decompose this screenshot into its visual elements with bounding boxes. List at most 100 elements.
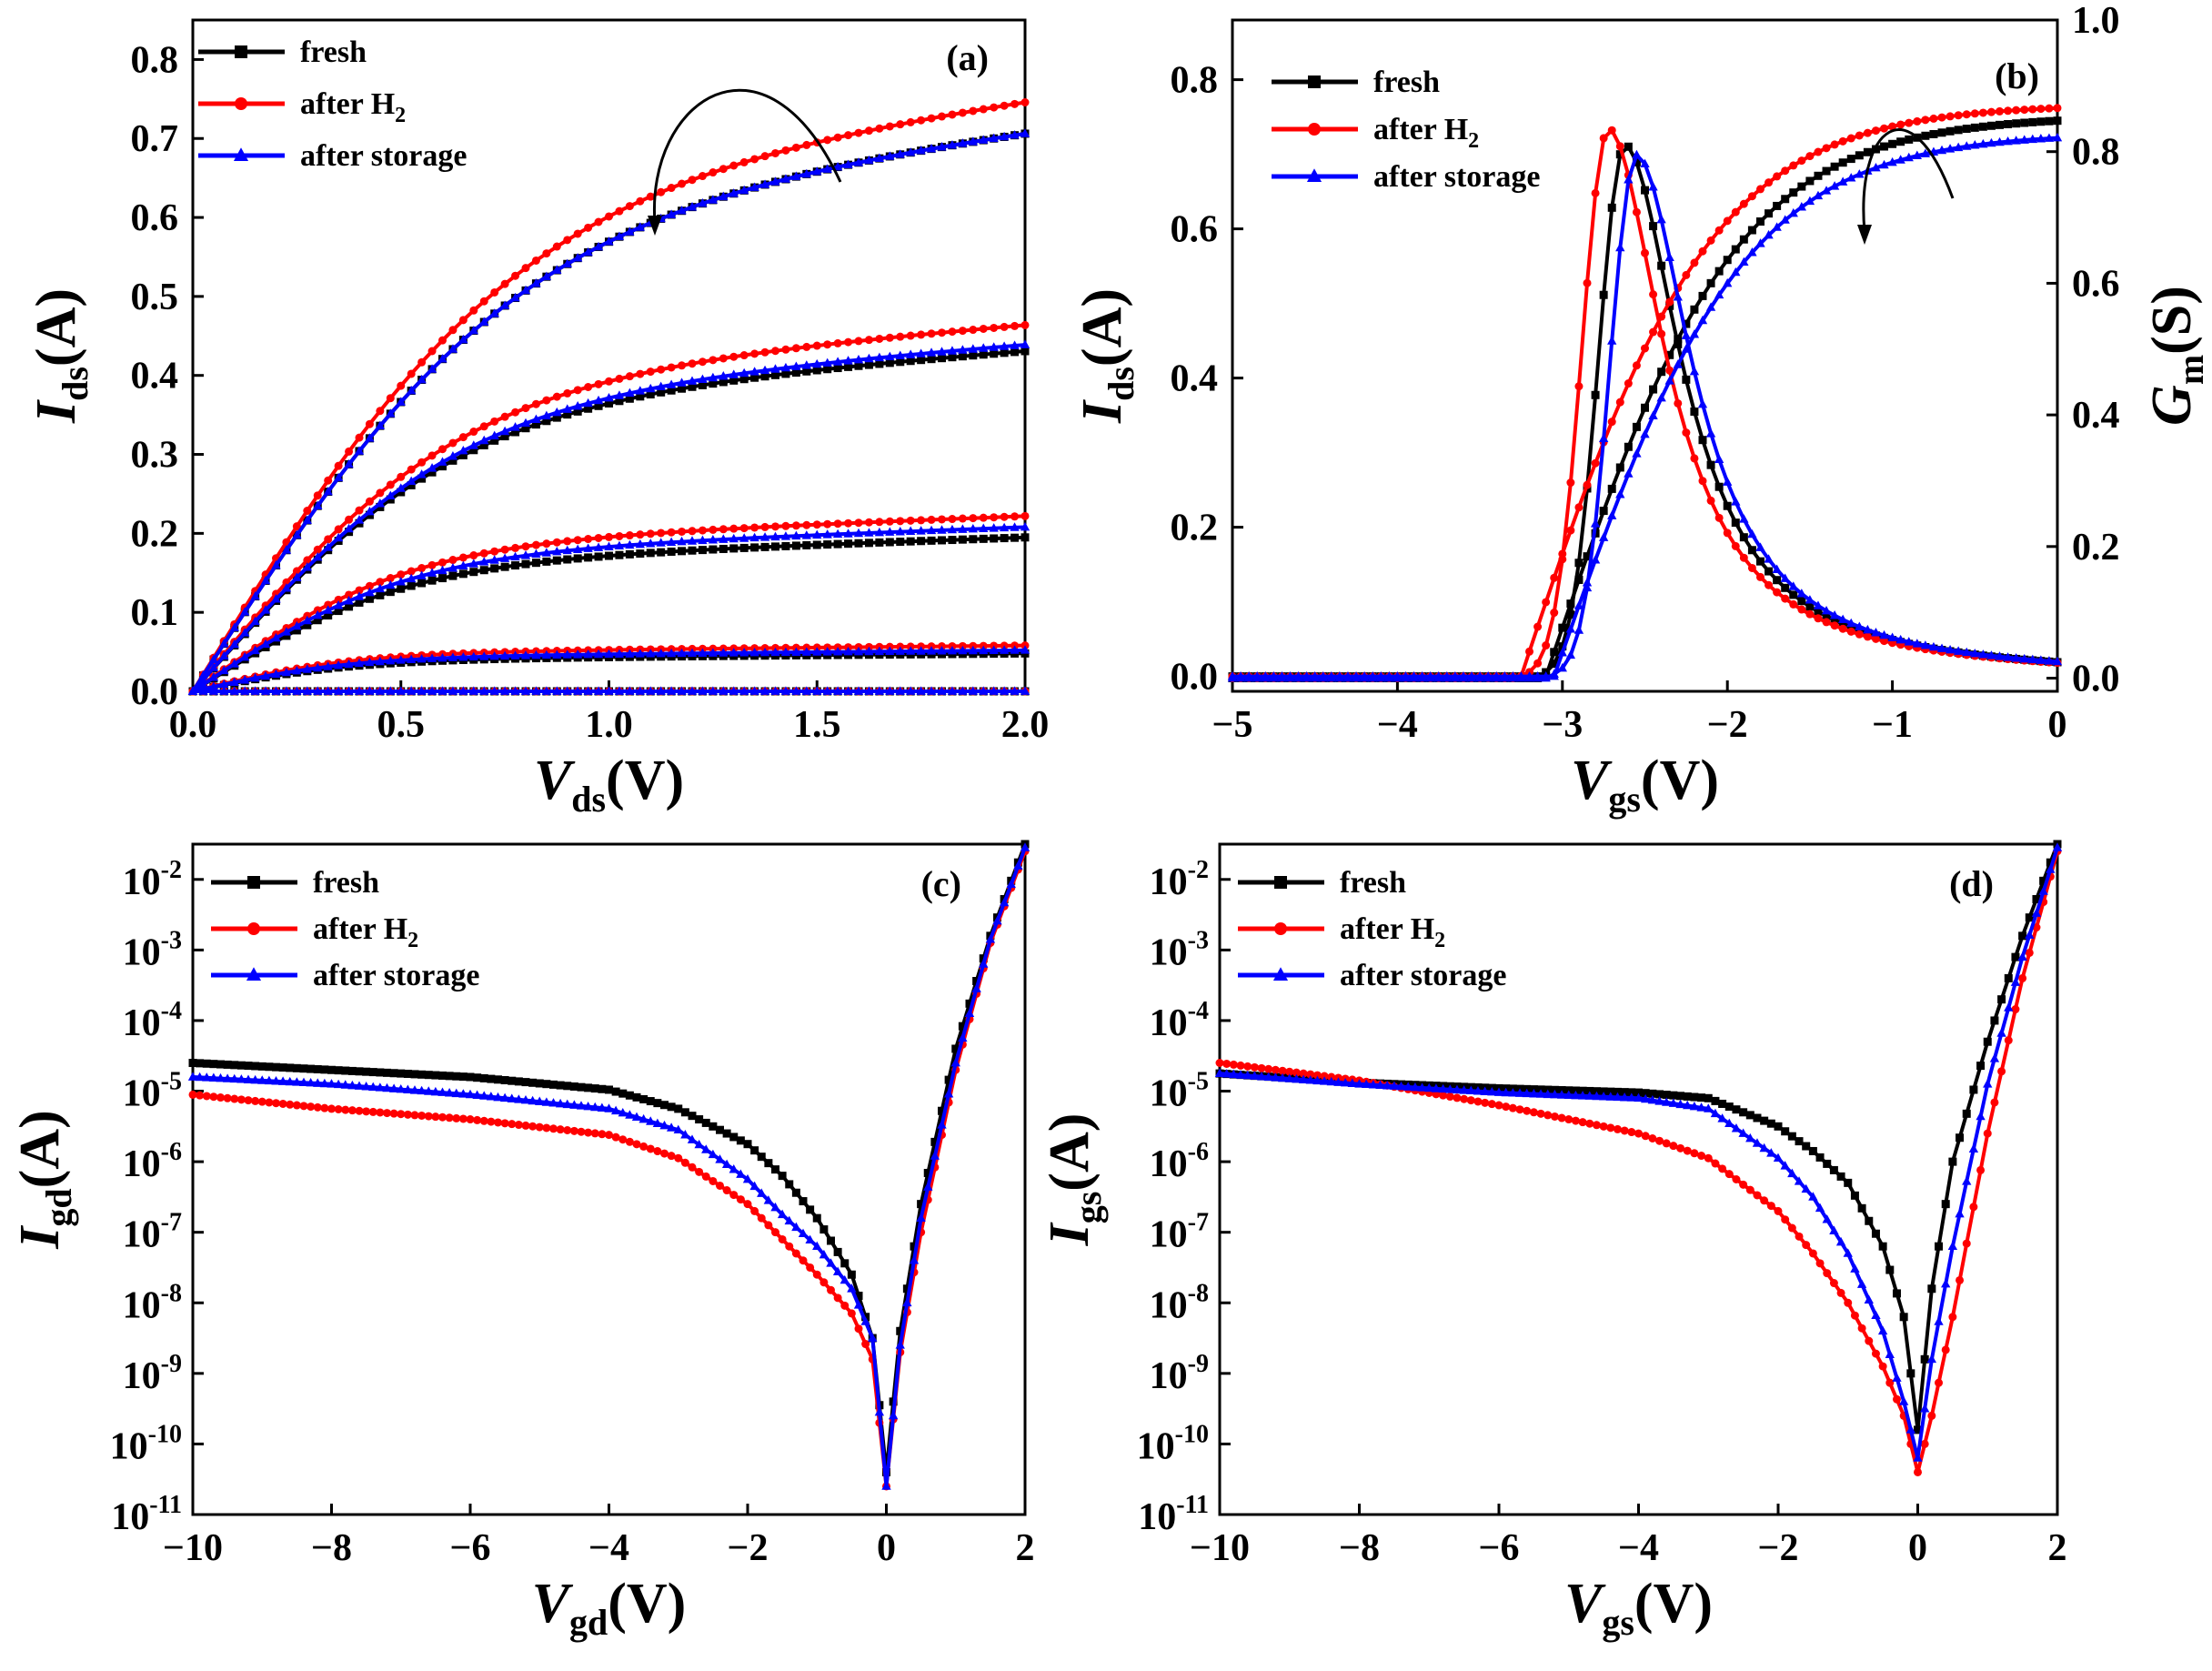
series-fresh-vg2-point bbox=[854, 539, 863, 548]
series-after-storage-vg1-point bbox=[739, 648, 749, 657]
series-after-storage-vg1-point bbox=[240, 675, 250, 684]
series-after-storage-vg1-point bbox=[271, 669, 281, 679]
series-fresh-vg2-point bbox=[979, 534, 988, 543]
series-after-H2-point bbox=[584, 1128, 593, 1137]
series-after-H2-point bbox=[812, 1270, 821, 1279]
x-tick-label: −8 bbox=[311, 1527, 352, 1569]
gm-after-storage-point bbox=[1261, 672, 1271, 682]
gm-after-storage-point bbox=[1516, 672, 1526, 682]
series-after-storage-point bbox=[1766, 1148, 1776, 1157]
series-after-H2-vg2-point bbox=[719, 525, 728, 534]
ids-after-H2-point bbox=[1946, 112, 1955, 121]
series-after-storage-vg4-point bbox=[604, 237, 614, 246]
series-after-storage-vg2-point bbox=[698, 535, 708, 545]
series-fresh-vg3-point bbox=[678, 384, 687, 393]
y-tick-exp: -9 bbox=[161, 1350, 182, 1378]
series-after-storage-vg0-point bbox=[344, 686, 354, 695]
ids-fresh-point bbox=[1723, 256, 1732, 265]
series-fresh-point bbox=[528, 1078, 538, 1087]
series-after-H2-vg3-point bbox=[479, 422, 488, 431]
series-after-H2-vg3-point bbox=[355, 506, 364, 515]
series-after-storage-vg4-point bbox=[729, 188, 739, 197]
series-after-storage-vg3-point bbox=[229, 639, 239, 649]
series-after-storage-vg4-point bbox=[791, 171, 801, 180]
series-after-H2-point bbox=[2004, 1036, 2013, 1045]
ids-fresh-point bbox=[1657, 367, 1666, 377]
series-after-H2-vg3-point bbox=[386, 480, 395, 489]
series-after-H2-point bbox=[632, 1140, 641, 1149]
series-after-H2-point bbox=[847, 1309, 856, 1318]
series-after-storage-point bbox=[888, 1410, 899, 1420]
x-axis-label: Vgs(V) bbox=[1571, 750, 1719, 820]
ids-after-H2-point bbox=[1755, 185, 1765, 194]
series-after-H2-vg3-point bbox=[521, 404, 530, 413]
gm-after-storage-point bbox=[1474, 672, 1485, 682]
series-fresh-point bbox=[1704, 1093, 1713, 1102]
series-after-H2-vg4-point bbox=[948, 110, 957, 119]
series-fresh-point bbox=[403, 1070, 412, 1079]
series-fresh-point bbox=[389, 1069, 398, 1078]
series-after-H2-point bbox=[362, 1107, 371, 1116]
series-fresh-vg2-point bbox=[438, 574, 447, 583]
series-fresh-vg3-point bbox=[885, 358, 894, 367]
gm-fresh-point bbox=[1607, 203, 1616, 212]
series-after-storage-vg1-point bbox=[749, 647, 759, 657]
series-after-storage-vg1-point bbox=[417, 653, 427, 663]
series-after-storage-point bbox=[1892, 1373, 1902, 1382]
series-fresh-vg2-point bbox=[490, 564, 499, 573]
ids-after-storage-point bbox=[1714, 289, 1724, 299]
legend-marker-2 bbox=[246, 967, 262, 981]
series-fresh-point bbox=[1592, 1087, 1601, 1096]
y-tick-base: 10 bbox=[1150, 1002, 1188, 1044]
series-after-storage-point bbox=[721, 1159, 732, 1169]
series-after-storage-vg1-point bbox=[666, 648, 677, 658]
series-after-storage-vg2-point bbox=[895, 526, 905, 536]
gm-after-H2-point bbox=[1674, 398, 1683, 408]
series-after-storage-vg3-point bbox=[853, 354, 864, 364]
series-fresh-point bbox=[590, 1084, 599, 1093]
series-after-storage-vg1-point bbox=[437, 652, 447, 662]
series-fresh-point bbox=[598, 1084, 607, 1093]
ids-after-H2-point bbox=[2004, 106, 2013, 116]
series-after-H2-vg2-point bbox=[334, 595, 343, 604]
series-after-storage-vg4-point bbox=[541, 271, 552, 281]
gm-after-storage-point bbox=[1384, 672, 1394, 682]
series-after-storage-vg2-point bbox=[926, 525, 937, 535]
series-fresh-point bbox=[1683, 1092, 1692, 1101]
series-fresh-point bbox=[639, 1094, 649, 1103]
y-axis-label-unit: (A) bbox=[9, 1110, 71, 1188]
legend-marker-2 bbox=[233, 147, 249, 161]
gm-fresh-point bbox=[1805, 602, 1815, 611]
legend-label-1: after H2 bbox=[1340, 912, 1445, 952]
y-right-axis-label-sub: m bbox=[2170, 355, 2211, 385]
gm-after-storage-markers bbox=[1227, 149, 2063, 682]
x-axis-label-sub: gs bbox=[1602, 1602, 1634, 1643]
series-after-H2-point bbox=[709, 1176, 718, 1185]
series-after-H2-vg4-point bbox=[584, 223, 593, 232]
series-after-storage-vg2-point bbox=[593, 542, 604, 551]
series-after-H2-vg3-point bbox=[1010, 321, 1020, 330]
series-fresh-point bbox=[1990, 1016, 1999, 1025]
series-fresh-point bbox=[1871, 1229, 1880, 1238]
series-after-storage-vg2-point bbox=[499, 553, 510, 562]
series-after-H2-point bbox=[1648, 1134, 1657, 1143]
ids-after-storage-point bbox=[1895, 155, 1905, 164]
series-after-storage-vg4-point bbox=[479, 317, 489, 326]
series-after-H2-point bbox=[216, 1093, 225, 1102]
series-after-storage-point bbox=[1989, 1053, 2000, 1062]
series-after-storage-vg4-point bbox=[302, 515, 312, 524]
ids-after-H2-point bbox=[1822, 144, 1831, 153]
gm-after-H2-point bbox=[1755, 572, 1765, 581]
series-after-H2-point bbox=[1844, 1298, 1853, 1307]
series-after-storage-vg2-point bbox=[531, 549, 541, 559]
series-after-storage-vg1-point bbox=[864, 646, 874, 656]
series-after-H2-point bbox=[272, 1099, 280, 1108]
series-after-storage-point bbox=[979, 959, 989, 968]
series-fresh-point bbox=[840, 1259, 850, 1268]
series-after-storage-vg3-point bbox=[427, 463, 437, 472]
series-fresh-point bbox=[722, 1129, 731, 1138]
series-after-H2-point bbox=[1620, 1126, 1629, 1135]
legend-label-2: after storage bbox=[300, 139, 467, 173]
ids-after-storage-point bbox=[1978, 138, 1988, 148]
series-after-H2-vg4-point bbox=[531, 256, 540, 265]
